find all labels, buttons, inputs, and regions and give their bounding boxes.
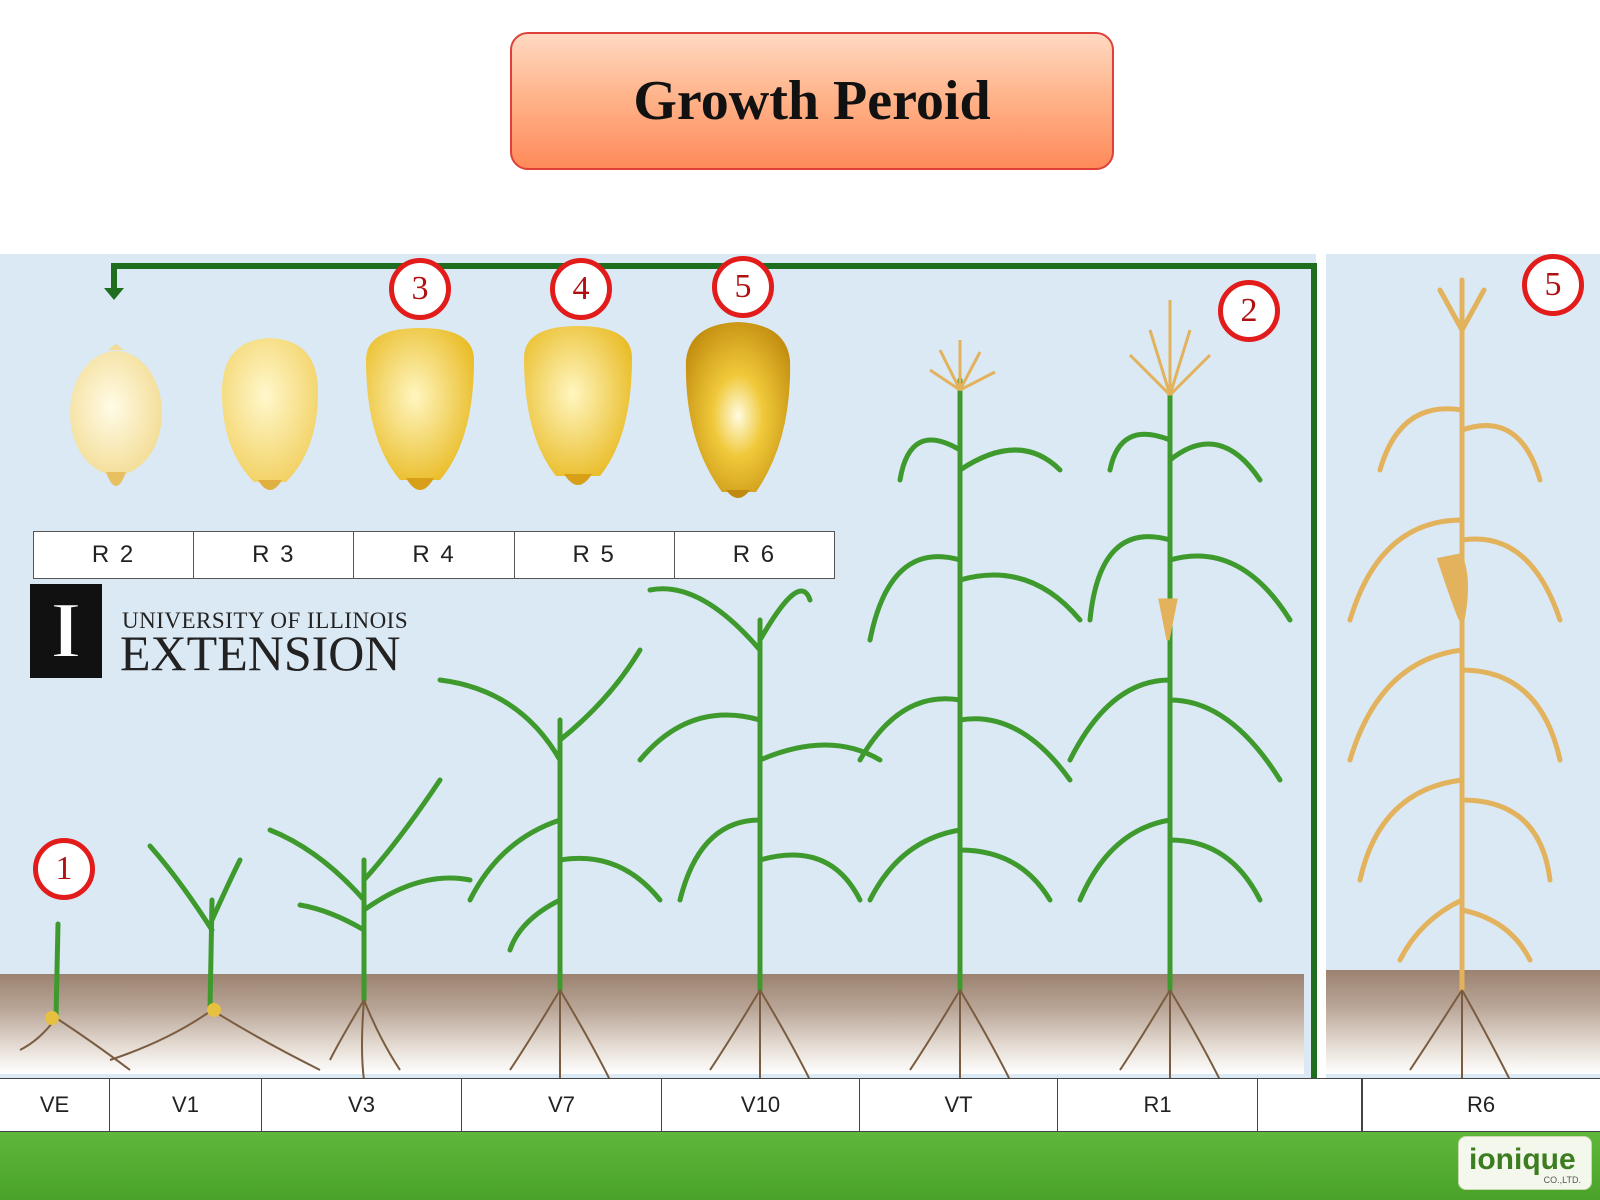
roots — [19, 989, 1511, 1085]
university-logo: I UNIVERSITY OF ILLINOIS EXTENSION — [30, 584, 430, 680]
brand-name: ionique — [1469, 1143, 1576, 1176]
marker-badge: 2 — [1218, 280, 1280, 342]
title-box: Growth Peroid — [510, 32, 1114, 170]
stage-label: V7 — [462, 1079, 662, 1131]
marker-badge: 5 — [712, 256, 774, 318]
stage-label — [1258, 1079, 1362, 1131]
stage-label: R1 — [1058, 1079, 1258, 1131]
corn-kernel-icon — [222, 338, 318, 490]
kernel-label: R 3 — [194, 532, 355, 578]
corn-kernel-icon — [685, 322, 791, 498]
stage-label: VE — [0, 1079, 110, 1131]
kernel-stage-labels: R 2 R 3 R 4 R 5 R 6 — [33, 531, 835, 579]
corn-plant-icon — [1347, 277, 1563, 993]
kernel-label: R 2 — [34, 532, 195, 578]
title: Growth Peroid — [633, 70, 991, 132]
soil — [0, 974, 1304, 1074]
corn-kernel-icon — [524, 326, 632, 485]
stage-label-row: VE V1 V3 V7 V10 VT R1 R6 — [0, 1078, 1600, 1132]
corn-kernel-icon — [70, 344, 162, 486]
brand-sub: CO.,LTD. — [1543, 1175, 1581, 1185]
marker-badge: 3 — [389, 258, 451, 320]
stage-label: V10 — [662, 1079, 860, 1131]
brand-logo: ionique CO.,LTD. — [1458, 1136, 1592, 1190]
kernel-label: R 5 — [515, 532, 675, 578]
university-logo-icon: I — [30, 584, 102, 678]
kernel-label: R 6 — [732, 541, 777, 568]
corn-plant-icon — [53, 377, 1293, 1021]
arrow-icon — [111, 263, 1317, 1112]
marker-badge: 5 — [1522, 254, 1584, 316]
stage-label: V1 — [110, 1079, 262, 1131]
stage-label: R6 — [1466, 1092, 1496, 1117]
kernel-label: R 4 — [354, 532, 515, 578]
tassel-icon — [929, 300, 1212, 641]
logo-line2: EXTENSION — [120, 625, 401, 681]
marker-badge: 1 — [33, 838, 95, 900]
marker-badge: 4 — [550, 258, 612, 320]
stage-label — [1362, 1079, 1363, 1131]
footer-bar — [0, 1132, 1600, 1200]
logo-line1: UNIVERSITY OF ILLINOIS — [122, 608, 409, 633]
stage-label: V3 — [262, 1079, 462, 1131]
corn-kernel-icon — [366, 328, 474, 490]
stage-label: VT — [860, 1079, 1058, 1131]
